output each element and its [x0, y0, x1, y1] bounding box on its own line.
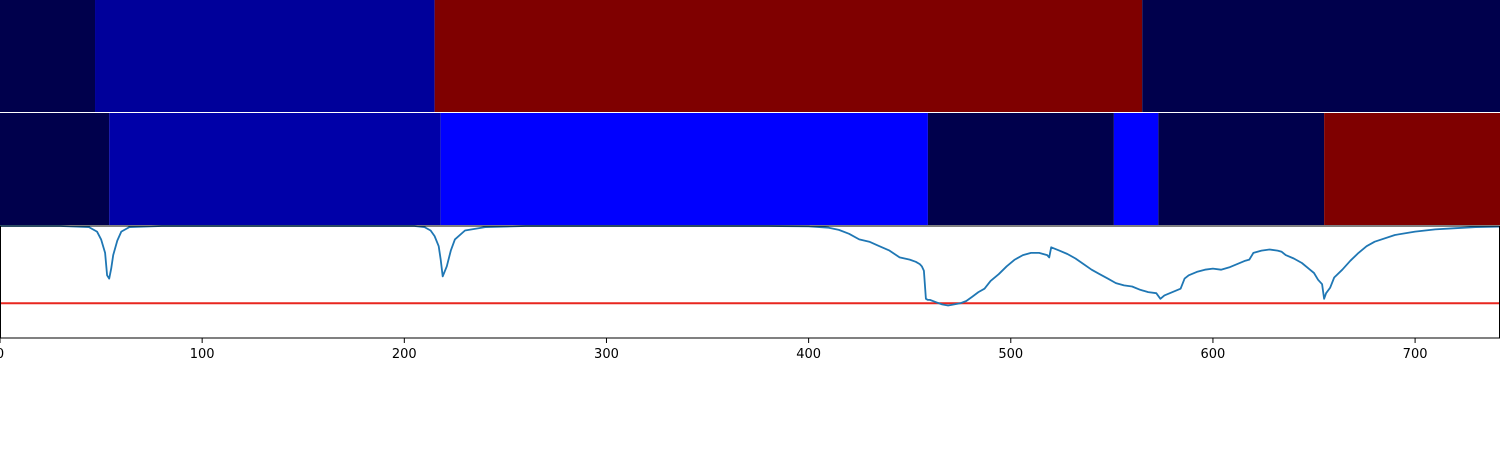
segment-2-1 [0, 113, 110, 225]
segment-1-1 [0, 0, 96, 112]
x-tick-label: 300 [594, 347, 619, 362]
segment-1-4 [1142, 0, 1500, 112]
segment-2-6 [1158, 113, 1325, 225]
x-axis: 0 100 200 300 400 500 600 700 [0, 338, 1428, 362]
line-panel-background [0, 226, 1500, 338]
x-tick-label: 400 [796, 347, 821, 362]
segment-2-5 [1113, 113, 1159, 225]
series-line [0, 225, 1500, 307]
x-tick-label: 100 [190, 347, 215, 362]
segment-1-2 [95, 0, 435, 112]
segment-2-2 [109, 113, 441, 225]
segment-1-3 [434, 0, 1143, 112]
x-tick-label: 500 [998, 347, 1023, 362]
x-tick-label: 600 [1201, 347, 1226, 362]
x-tick-label: 0 [0, 347, 4, 362]
segment-2-7 [1324, 113, 1500, 225]
x-tick-label: 200 [392, 347, 417, 362]
segment-row-1 [0, 0, 1500, 112]
segment-2-3 [440, 113, 928, 225]
segment-2-4 [927, 113, 1114, 225]
x-tick-label: 700 [1403, 347, 1428, 362]
segment-row-2 [0, 113, 1500, 225]
